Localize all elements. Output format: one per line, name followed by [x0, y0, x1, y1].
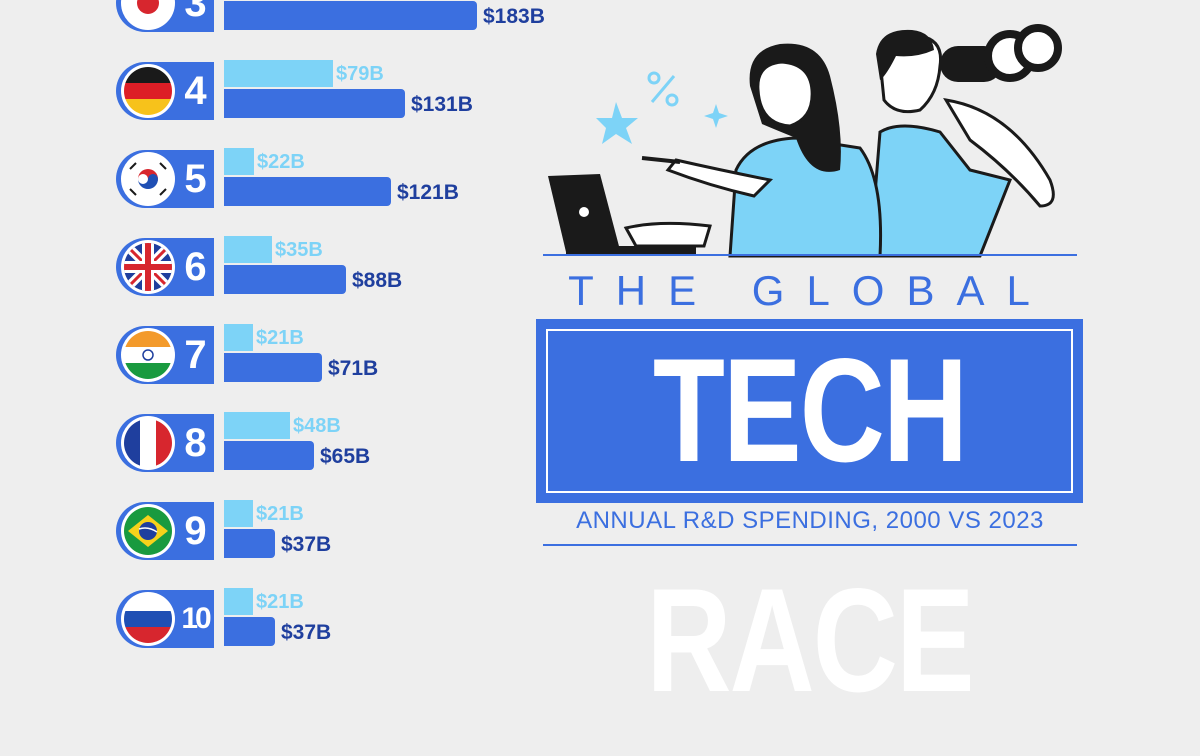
rank-number: 3: [184, 0, 206, 25]
rank-pill: 4: [116, 62, 214, 120]
rank-pill: 5: [116, 150, 214, 208]
bar-2023: [224, 617, 275, 646]
rank-pill: 8: [116, 414, 214, 472]
bar-2000: [224, 60, 333, 87]
russia-flag-icon: [124, 595, 172, 643]
bottom-rule: [543, 544, 1077, 546]
value-label-2023: $71B: [328, 357, 379, 380]
value-label-2023: $65B: [320, 445, 371, 468]
bar-row-rank-9: 9 $21B $37B: [0, 500, 520, 562]
value-label-2023: $37B: [281, 533, 332, 556]
japan-flag-icon: [124, 0, 172, 27]
value-label-2023: $121B: [397, 181, 459, 204]
bar-row-rank-4: 4 $79B $131B: [0, 60, 520, 122]
uk-flag-icon: [124, 243, 172, 291]
rank-number: 6: [184, 245, 206, 289]
rank-number: 5: [184, 157, 206, 201]
bar-2000: [224, 500, 253, 527]
bar-row-rank-5: 5 $22B $121B: [0, 148, 520, 210]
rank-pill: 3: [116, 0, 214, 32]
value-label-2000: $79B: [336, 63, 384, 85]
value-label-2000: $22B: [257, 151, 305, 173]
bar-2023: [224, 529, 275, 558]
chart: THE GLOBAL TECH RACE ANNUAL R&D SPENDING…: [0, 0, 1083, 724]
bar-2023: [224, 177, 391, 206]
title-box: TECH RACE: [536, 319, 1083, 724]
bar-2000: [224, 148, 254, 175]
bar-2000: [224, 324, 253, 351]
sparkle-icon: [704, 104, 728, 128]
bar-2023: [224, 1, 477, 30]
bar-2000: [224, 588, 253, 615]
bar-2023: [224, 265, 346, 294]
brazil-flag-icon: [124, 507, 172, 555]
rank-pill: 10: [116, 590, 214, 648]
india-flag-icon: [124, 331, 172, 379]
germany-flag-icon: [124, 67, 172, 115]
value-label-2023: $88B: [352, 269, 403, 292]
bar-row-rank-8: 8 $48B $65B: [0, 412, 520, 474]
subtitle: ANNUAL R&D SPENDING, 2000 VS 2023: [576, 507, 1044, 534]
rank-number: 7: [184, 333, 206, 377]
value-label-2000: $48B: [293, 415, 341, 437]
rank-pill: 7: [116, 326, 214, 384]
rank-number: 10: [181, 602, 211, 635]
bar-2023: [224, 441, 314, 470]
bar-2000: [224, 412, 290, 439]
percent-icon: [647, 71, 679, 107]
bar-2000: [224, 236, 272, 263]
main-title: TECH RACE: [646, 328, 974, 724]
value-label-2023: $183B: [483, 5, 545, 28]
rank-number: 9: [184, 509, 206, 553]
bar-row-rank-3: 3 $183B: [0, 0, 545, 34]
value-label-2000: $35B: [275, 239, 323, 261]
supertitle: THE GLOBAL: [568, 267, 1052, 314]
france-flag-icon: [124, 419, 172, 467]
bar-row-rank-6: 6 $35B $88B: [0, 236, 520, 298]
bar-2023: [224, 89, 405, 118]
rank-pill: 9: [116, 502, 214, 560]
value-label-2000: $21B: [256, 591, 304, 613]
rank-pill: 6: [116, 238, 214, 296]
top-rule: [543, 254, 1077, 256]
rank-number: 8: [184, 421, 206, 465]
value-label-2000: $21B: [256, 503, 304, 525]
value-label-2023: $131B: [411, 93, 473, 116]
value-label-2023: $37B: [281, 621, 332, 644]
value-label-2000: $21B: [256, 327, 304, 349]
south-korea-flag-icon: [124, 155, 172, 203]
bar-row-rank-7: 7 $21B $71B: [0, 324, 520, 386]
bar-2023: [224, 353, 322, 382]
bar-row-rank-10: 10 $21B $37B: [0, 588, 520, 650]
researchers-illustration: [548, 24, 1062, 258]
title-frame: [546, 329, 1073, 493]
rank-number: 4: [184, 69, 206, 113]
star-icon: [596, 102, 638, 144]
